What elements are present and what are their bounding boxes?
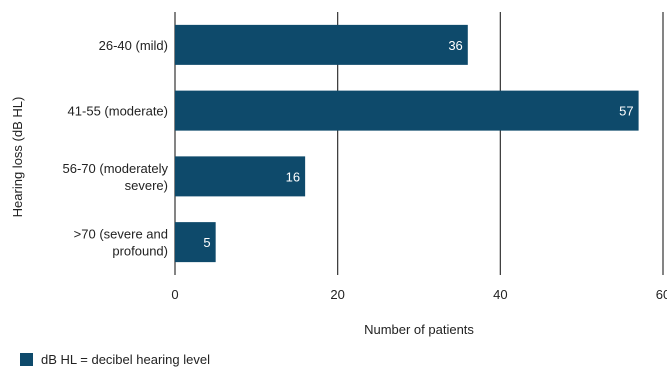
- bars: [175, 24, 639, 263]
- legend: dB HL = decibel hearing level: [20, 352, 210, 367]
- x-tick-label-40: 40: [493, 287, 507, 302]
- x-tick-labels: 0 20 40 60: [171, 287, 667, 302]
- category-label-line: 26-40 (mild): [99, 38, 168, 53]
- category-label-3: 56-70 (moderately severe): [63, 161, 169, 193]
- bar-2: [175, 90, 639, 131]
- x-axis-title: Number of patients: [364, 322, 474, 337]
- category-label-line: severe): [125, 178, 168, 193]
- data-label-2: 57: [619, 104, 633, 119]
- category-label-4: >70 (severe and profound): [74, 227, 168, 259]
- category-label-2: 41-55 (moderate): [68, 104, 168, 119]
- category-label-line: >70 (severe and: [74, 227, 168, 242]
- bar-3: [175, 156, 306, 197]
- y-axis-title: Hearing loss (dB HL): [10, 97, 25, 218]
- x-tick-label-0: 0: [171, 287, 178, 302]
- legend-swatch: [20, 353, 33, 366]
- category-label-line: 41-55 (moderate): [68, 104, 168, 119]
- legend-label: dB HL = decibel hearing level: [41, 352, 210, 367]
- data-label-4: 5: [203, 235, 210, 250]
- x-tick-label-60: 60: [656, 287, 667, 302]
- bar-4: [175, 222, 216, 263]
- category-label-1: 26-40 (mild): [99, 38, 168, 53]
- category-label-line: profound): [112, 244, 168, 259]
- category-label-line: 56-70 (moderately: [63, 161, 169, 176]
- bar-1: [175, 24, 468, 65]
- data-label-1: 36: [448, 38, 462, 53]
- data-labels: 36 57 16 5: [203, 38, 633, 250]
- category-labels: 26-40 (mild) 41-55 (moderate) 56-70 (moder…: [63, 38, 169, 259]
- data-label-3: 16: [286, 169, 300, 184]
- x-tick-label-20: 20: [330, 287, 344, 302]
